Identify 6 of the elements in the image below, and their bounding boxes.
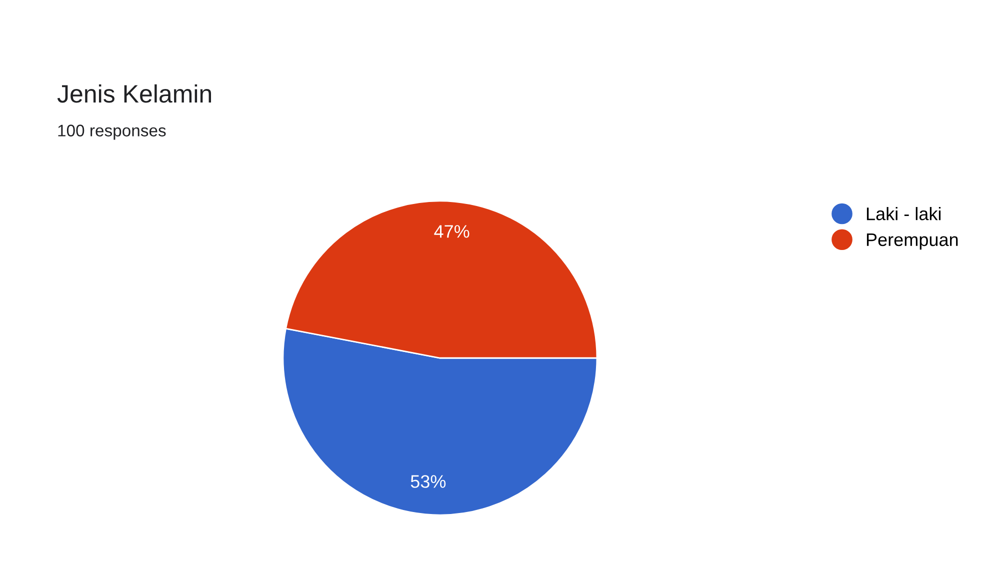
legend-label: Laki - laki	[866, 206, 941, 220]
legend-label: Perempuan	[866, 234, 958, 250]
data-label: 53%	[410, 475, 446, 488]
data-label: 47%	[434, 225, 470, 238]
chart-title: Jenis Kelamin	[57, 84, 212, 103]
text: 100 responses	[58, 124, 166, 140]
